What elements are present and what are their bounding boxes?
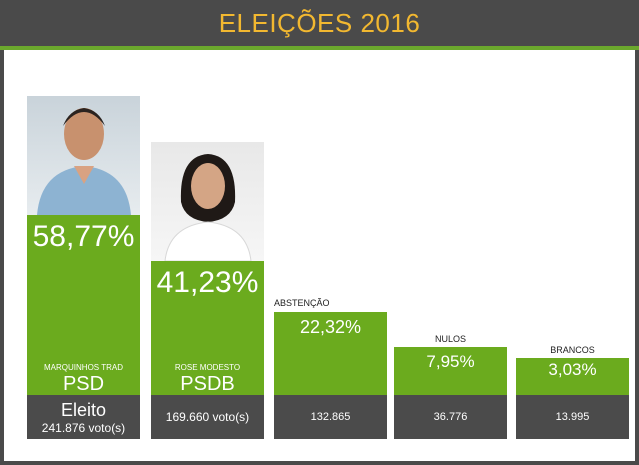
footer-candidate-1: Eleito 241.876 voto(s)	[27, 395, 140, 439]
percent-blank: 3,03%	[548, 360, 597, 379]
bar-candidate-1	[27, 215, 140, 395]
count-blank: 13.995	[555, 411, 590, 423]
status-elected: Eleito	[60, 399, 107, 420]
party-candidate-2: PSDB	[180, 373, 235, 395]
footer-candidate-2: 169.660 voto(s)	[151, 395, 264, 439]
title-bar: ELEIÇÕES 2016	[0, 0, 639, 46]
chart-title: ELEIÇÕES 2016	[218, 7, 421, 38]
bar-null	[394, 347, 507, 395]
percent-candidate-1: 58,77%	[32, 220, 135, 253]
count-abstention: 132.865	[310, 411, 351, 423]
name-candidate-2: ROSE MODESTO	[174, 363, 241, 372]
votes-candidate-1: 241.876 voto(s)	[41, 420, 126, 435]
label-abstention: ABSTENÇÃO	[274, 298, 330, 308]
bar-candidate-2	[151, 261, 264, 395]
title-accent-line	[0, 46, 639, 50]
percent-null: 7,95%	[426, 352, 475, 371]
percent-candidate-2: 41,23%	[156, 266, 259, 299]
footer-blank: 13.995	[516, 395, 629, 439]
bar-blank	[516, 358, 629, 395]
chart-panel: 58,77% MARQUINHOS TRAD PSD Eleito 241.87…	[4, 50, 635, 461]
person-icon	[164, 154, 252, 261]
party-candidate-1: PSD	[62, 373, 105, 395]
footer-abstention: 132.865	[274, 395, 387, 439]
bar-abstention	[274, 312, 387, 395]
person-icon	[37, 108, 131, 215]
footer-null: 36.776	[394, 395, 507, 439]
candidate-2-photo	[151, 142, 264, 261]
percent-abstention: 22,32%	[299, 317, 362, 337]
name-candidate-1: MARQUINHOS TRAD	[44, 363, 123, 372]
votes-candidate-2: 169.660 voto(s)	[165, 410, 250, 424]
candidate-1-photo	[27, 96, 140, 215]
label-blank: BRANCOS	[550, 345, 595, 355]
label-null: NULOS	[434, 334, 466, 344]
count-null: 36.776	[433, 411, 468, 423]
